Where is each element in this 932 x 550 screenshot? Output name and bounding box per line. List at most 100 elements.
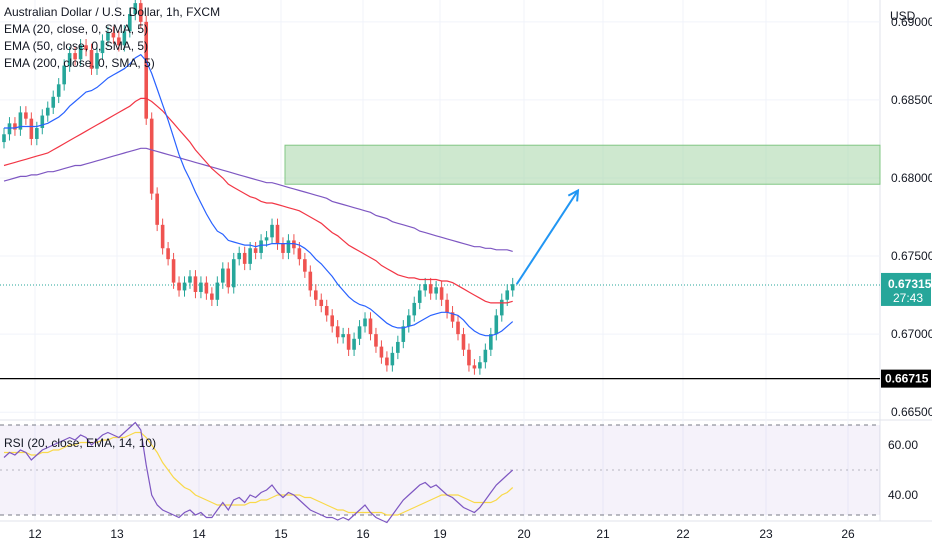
- candle-body: [489, 334, 493, 350]
- candle-body: [428, 284, 433, 294]
- candle-body: [253, 248, 258, 253]
- candle-body: [396, 341, 400, 353]
- candle-body: [270, 224, 274, 238]
- candle-body: [341, 334, 345, 338]
- candle-body: [406, 315, 411, 327]
- candle-body: [363, 318, 367, 327]
- candle-body: [401, 326, 406, 342]
- candle-body: [483, 349, 488, 363]
- candle-body: [390, 352, 395, 366]
- candle-body: [215, 282, 220, 300]
- price-tick-label: 0.68500: [891, 93, 932, 107]
- symbol-title: Australian Dollar / U.S. Dollar, 1h, FXC…: [4, 5, 221, 19]
- candle-body: [155, 193, 159, 225]
- projection-arrowhead: [567, 188, 580, 202]
- candle-body: [106, 32, 110, 41]
- countdown-timer: 27:43: [893, 291, 923, 305]
- rsi-line: [3, 421, 514, 524]
- candle-body: [319, 299, 324, 307]
- candle-body: [478, 362, 482, 369]
- candle-body: [226, 268, 231, 288]
- support-price-value: 0.66715: [885, 372, 929, 386]
- candle-body: [73, 53, 77, 60]
- time-tick-label: 13: [110, 527, 124, 541]
- candle-body: [352, 338, 356, 350]
- last-price-value: 0.67315: [888, 277, 932, 291]
- candle-body: [89, 49, 94, 69]
- time-tick-label: 12: [28, 527, 42, 541]
- target-zone: [284, 144, 881, 185]
- rsi-legend: RSI (20, close, EMA, 14, 10): [4, 436, 157, 450]
- candle-body: [275, 224, 280, 244]
- candle-body: [357, 326, 362, 339]
- candle-body: [313, 290, 318, 300]
- time-tick-label: 22: [676, 527, 690, 541]
- candle-body: [2, 134, 6, 143]
- candle-body: [199, 282, 203, 292]
- candle-body: [62, 65, 66, 85]
- candle-body: [188, 276, 192, 283]
- candle-body: [308, 271, 313, 291]
- candle-body: [18, 112, 23, 130]
- time-tick-label: 14: [192, 527, 206, 541]
- candle-body: [461, 334, 466, 350]
- candle-body: [412, 302, 417, 316]
- candle-body: [445, 299, 449, 313]
- last-price-badge: [881, 272, 931, 306]
- candle-body: [237, 252, 242, 260]
- time-tick-label: 20: [517, 527, 531, 541]
- rsi-tick-label: 40.00: [888, 488, 918, 502]
- ema20-line: [4, 53, 514, 337]
- candle-body: [499, 299, 504, 316]
- candle-body: [177, 282, 181, 291]
- candle-body: [248, 248, 252, 264]
- candle-body: [472, 365, 477, 369]
- candle-body: [45, 107, 50, 116]
- candle-body: [221, 268, 225, 283]
- candle-body: [379, 346, 384, 358]
- price-tick-label: 0.68000: [891, 171, 932, 185]
- price-tick-label: 0.67000: [891, 327, 932, 341]
- ema50-line: [3, 97, 513, 304]
- candle-body: [303, 259, 307, 272]
- candle-body: [456, 321, 460, 335]
- price-tick-label: 0.69000: [891, 15, 932, 29]
- candle-body: [204, 282, 209, 294]
- candle-body: [450, 312, 455, 322]
- candle-body: [281, 243, 285, 253]
- candle-body: [56, 84, 61, 97]
- candle-body: [434, 287, 438, 294]
- currency-label: USD: [890, 9, 916, 23]
- candle-body: [128, 14, 132, 32]
- candle-body: [494, 315, 499, 335]
- candle-body: [231, 259, 236, 288]
- price-tick-label: 0.66500: [891, 405, 932, 419]
- candle-body: [171, 259, 176, 283]
- candle-body: [166, 248, 170, 260]
- candle-body: [133, 3, 138, 15]
- candle-body: [7, 123, 12, 135]
- candle-body: [297, 248, 302, 260]
- ema20-label: EMA (20, close, 0, SMA, 5): [4, 22, 149, 36]
- candle-body: [193, 276, 198, 292]
- candle-body: [100, 40, 105, 54]
- candle-body: [13, 123, 17, 130]
- candle-body: [510, 284, 515, 291]
- candle-body: [144, 21, 149, 119]
- candle-body: [84, 45, 88, 50]
- candle-body: [368, 318, 373, 335]
- candle-body: [149, 118, 154, 194]
- support-price-badge: [881, 369, 931, 388]
- price-tick-label: 0.67500: [891, 249, 932, 263]
- candle-body: [505, 290, 510, 300]
- candle-body: [210, 293, 214, 300]
- time-tick-label: 16: [356, 527, 370, 541]
- candle-body: [138, 3, 143, 22]
- candle-body: [286, 240, 291, 253]
- candle-body: [24, 112, 28, 119]
- candle-body: [242, 252, 247, 264]
- time-tick-label: 26: [841, 527, 855, 541]
- time-tick-label: 15: [274, 527, 288, 541]
- ema200-line: [3, 147, 513, 252]
